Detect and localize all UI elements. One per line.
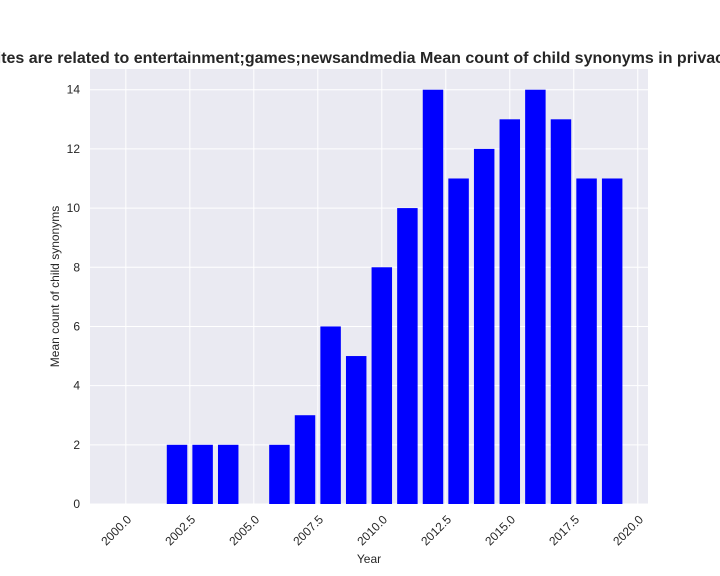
bar-2006 <box>269 444 290 504</box>
bars <box>166 89 623 505</box>
x-tick-label: 2012.5 <box>418 512 454 548</box>
bar-2013 <box>448 178 469 504</box>
bar-2002 <box>166 444 188 504</box>
x-tick-labels: 2000.0 2002.5 2005.0 2007.5 2010.0 2012.5 2015… <box>98 512 646 548</box>
chart-title: Websites are related to entertainment;ga… <box>0 50 720 67</box>
y-axis-label: Mean count of child synonyms <box>48 206 62 367</box>
bar-2017 <box>550 119 572 504</box>
y-tick-label: 0 <box>73 497 80 511</box>
y-tick-labels: 0 2 4 6 8 10 12 14 <box>67 83 81 511</box>
bar-2003 <box>192 444 213 504</box>
x-tick-label: 2002.5 <box>162 512 198 548</box>
bar-2010 <box>371 267 393 504</box>
bar-2018 <box>576 178 597 504</box>
x-tick-label: 2015.0 <box>482 512 518 548</box>
bar-2011 <box>397 208 418 504</box>
x-tick-label: 2007.5 <box>290 512 326 548</box>
bar-2016 <box>525 89 546 504</box>
bar-2009 <box>345 356 367 504</box>
y-tick-label: 12 <box>67 142 81 156</box>
bar-2007 <box>294 415 316 504</box>
x-axis-label: Year <box>357 552 381 566</box>
bar-2008 <box>320 326 341 504</box>
y-tick-label: 14 <box>67 83 81 97</box>
x-tick-label: 2017.5 <box>546 512 582 548</box>
y-tick-label: 6 <box>73 319 80 333</box>
x-tick-label: 2010.0 <box>354 512 390 548</box>
x-tick-label: 2005.0 <box>226 512 262 548</box>
bar-2004 <box>217 444 239 504</box>
x-tick-label: 2020.0 <box>610 512 646 548</box>
bar-2015 <box>499 119 521 504</box>
y-tick-label: 8 <box>73 260 80 274</box>
y-tick-label: 4 <box>73 379 80 393</box>
bar-2019 <box>601 178 623 504</box>
y-tick-label: 10 <box>67 201 81 215</box>
y-tick-label: 2 <box>73 438 80 452</box>
bar-2014 <box>473 148 495 505</box>
bar-2012 <box>422 89 444 504</box>
x-tick-label: 2000.0 <box>98 512 134 548</box>
